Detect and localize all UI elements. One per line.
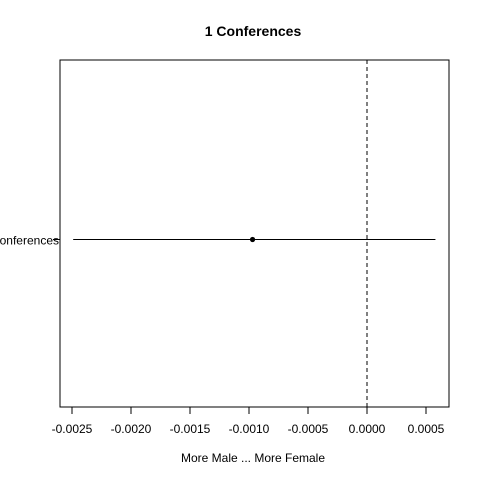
x-tick-label: -0.0025: [52, 422, 93, 436]
x-tick-label: -0.0010: [229, 422, 270, 436]
plot-marks: Conferences: [0, 60, 436, 407]
estimate-point: [249, 236, 256, 243]
x-tick-label: 0.0005: [408, 422, 445, 436]
chart-title: 1 Conferences: [205, 23, 302, 39]
x-tick-label: 0.0000: [349, 422, 386, 436]
x-tick-label: -0.0015: [170, 422, 211, 436]
x-tick-label: -0.0005: [288, 422, 329, 436]
y-tick-label: Conferences: [0, 234, 59, 248]
x-tick-label: -0.0020: [111, 422, 152, 436]
x-axis-label: More Male ... More Female: [181, 451, 325, 465]
